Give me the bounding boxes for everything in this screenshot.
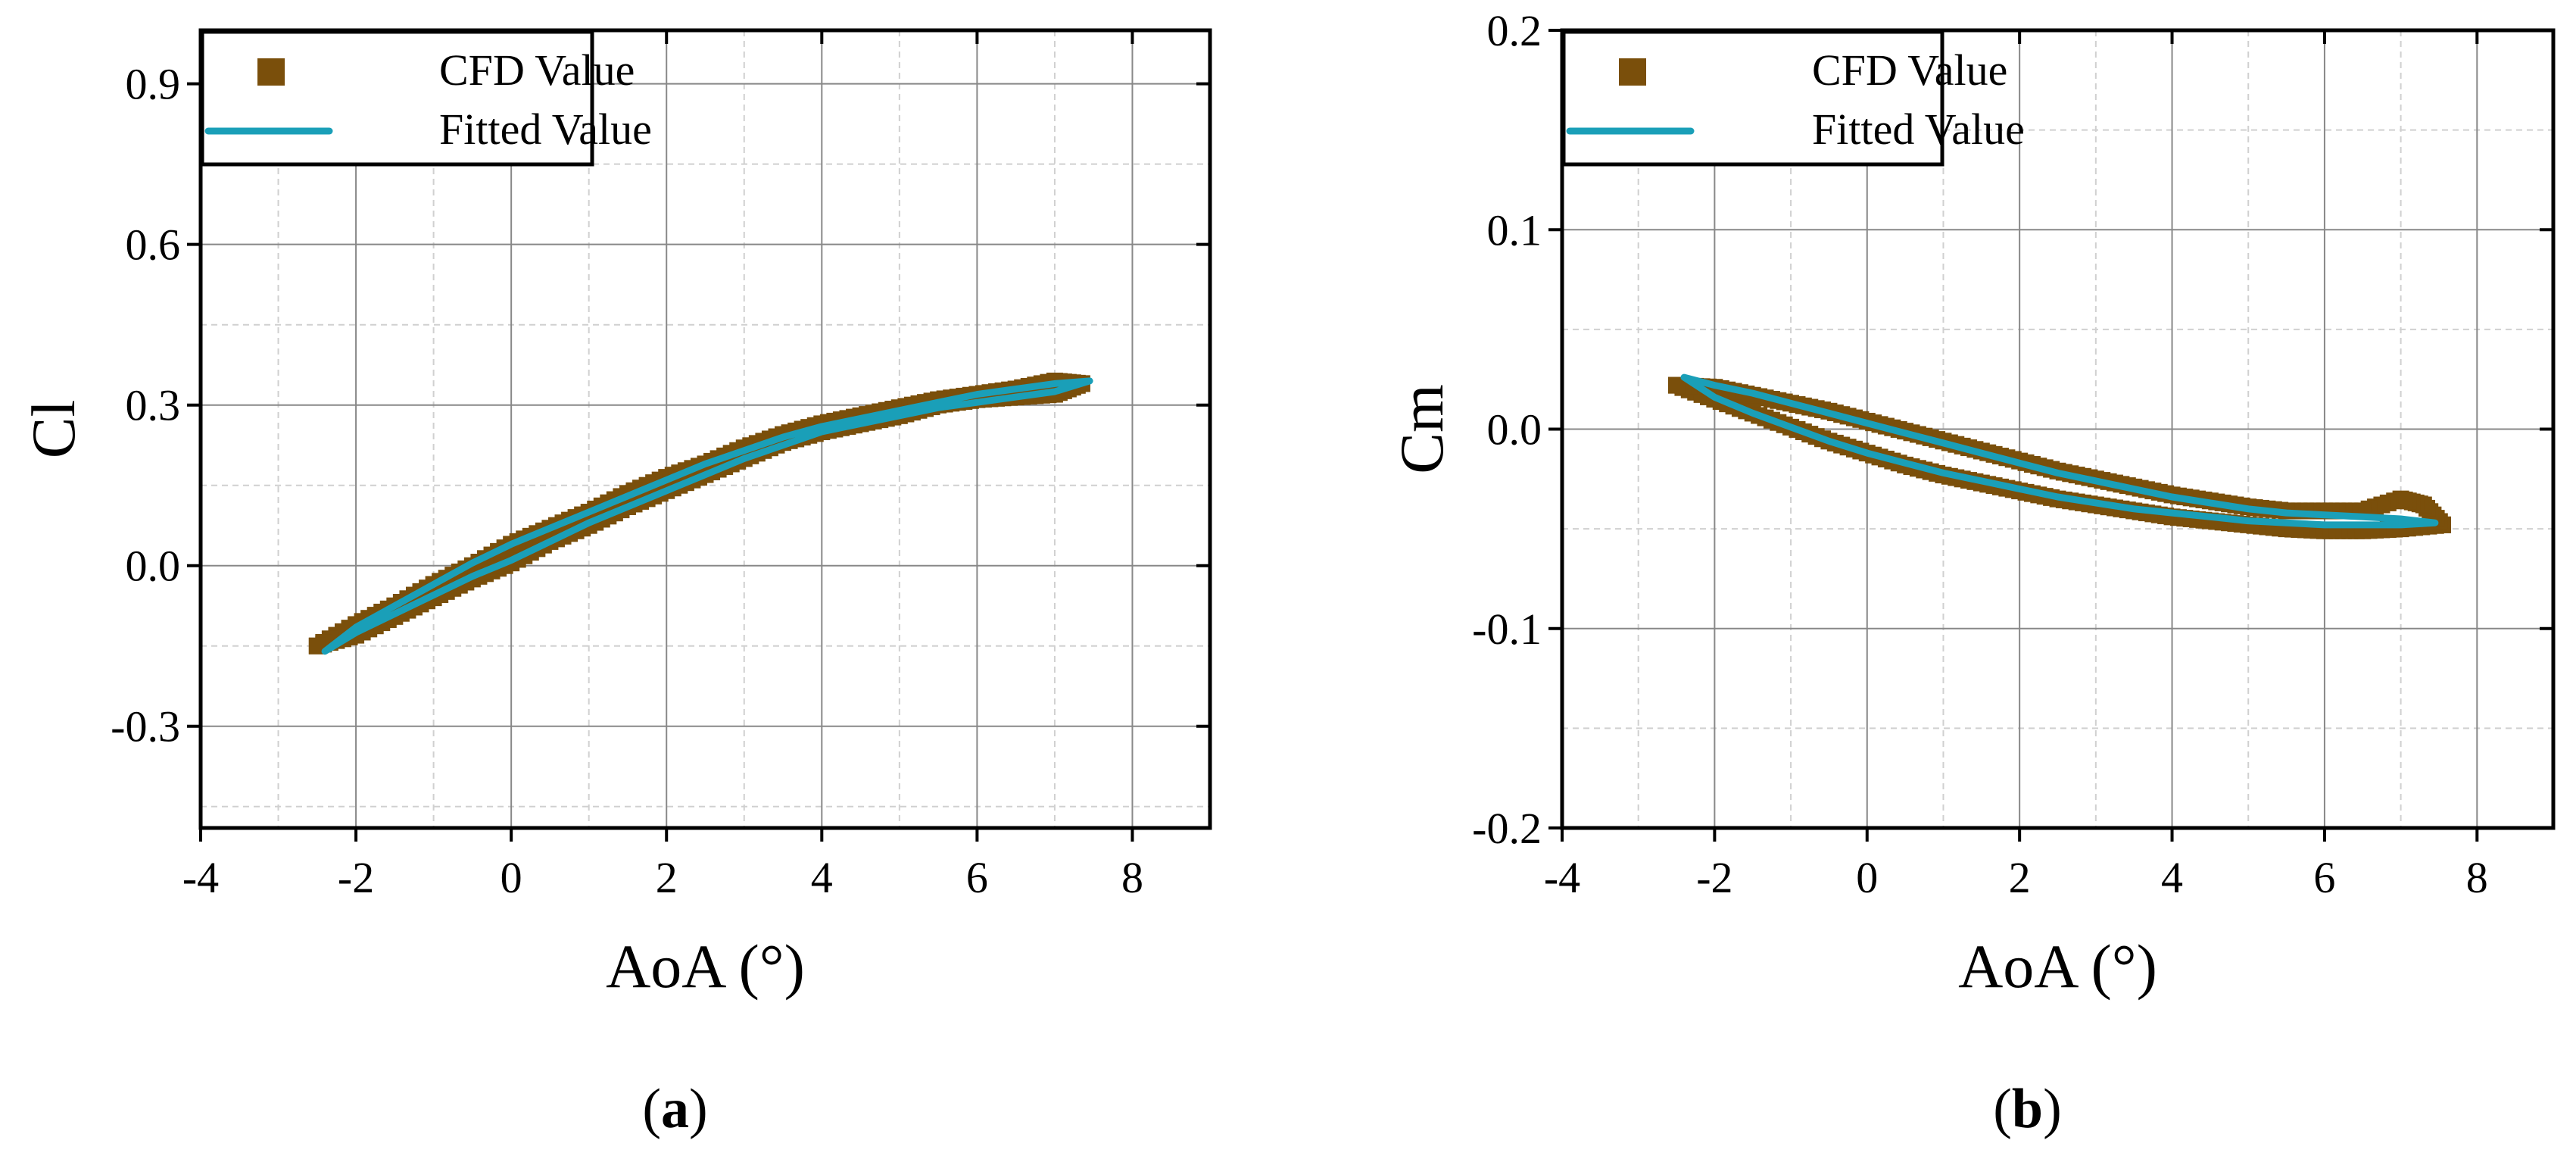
legend-cfd-marker bbox=[257, 58, 285, 86]
legend-box bbox=[200, 30, 594, 167]
x-tick-label: 4 bbox=[2161, 853, 2183, 902]
panel-label-letter: a bbox=[661, 1078, 689, 1140]
cfd-series bbox=[308, 372, 1090, 654]
x-tick-label: 6 bbox=[2313, 853, 2335, 902]
cfd-marker bbox=[1668, 376, 1686, 394]
x-tick-label: 0 bbox=[501, 853, 522, 902]
panel-label-letter: b bbox=[2012, 1078, 2043, 1140]
legend-label-fitted: Fitted Value bbox=[439, 105, 652, 154]
fitted-line bbox=[321, 377, 1093, 655]
x-tick-label: 2 bbox=[656, 853, 678, 902]
legend-label-cfd: CFD Value bbox=[439, 45, 635, 95]
y-axis-label: Cl bbox=[19, 400, 88, 458]
x-tick-label: 8 bbox=[1121, 853, 1143, 902]
y-tick-label: 0.1 bbox=[1487, 205, 1542, 255]
chart-panel-a: -4 -2 0 2 4 6 8 -0.3 0.0 0.3 0.6 0.9 AoA (°) Cl CFD Va… bbox=[19, 28, 1212, 1140]
legend-cfd-marker bbox=[1619, 58, 1646, 86]
y-tick-label: -0.3 bbox=[111, 702, 180, 751]
x-tick-label: 4 bbox=[811, 853, 833, 902]
y-tick-label: 0.6 bbox=[126, 220, 181, 270]
legend-label-fitted: Fitted Value bbox=[1812, 105, 2025, 154]
x-tick-label: -4 bbox=[182, 853, 219, 902]
legend-label-cfd: CFD Value bbox=[1812, 45, 2007, 95]
y-tick-label: 0.3 bbox=[126, 381, 181, 430]
y-tick-label: 0.9 bbox=[126, 60, 181, 109]
x-axis-label: AoA (°) bbox=[1958, 932, 2157, 1001]
fitted-line bbox=[1680, 373, 2439, 529]
x-tick-label: -2 bbox=[338, 853, 374, 902]
legend-box bbox=[1561, 30, 1944, 167]
y-tick-label: 0.0 bbox=[1487, 405, 1542, 455]
y-tick-label: -0.2 bbox=[1472, 804, 1542, 853]
cfd-marker bbox=[308, 637, 326, 654]
x-tick-label: 6 bbox=[966, 853, 988, 902]
x-tick-label: -4 bbox=[1544, 853, 1580, 902]
chart-panel-b: -4 -2 0 2 4 6 8 -0.2 -0.1 0.0 0.1 0.2 AoA (°) Cm CFD V… bbox=[1387, 6, 2556, 1140]
panel-label: (a) bbox=[642, 1078, 707, 1140]
x-tick-label: 8 bbox=[2466, 853, 2488, 902]
plot-frame bbox=[198, 28, 1212, 830]
legend: CFD Value Fitted Value bbox=[200, 30, 652, 167]
y-tick-label: 0.0 bbox=[126, 542, 181, 591]
panel-label: (b) bbox=[1993, 1078, 2061, 1140]
x-axis-label: AoA (°) bbox=[606, 932, 805, 1001]
x-tick-label: 0 bbox=[1856, 853, 1878, 902]
y-axis-label: Cm bbox=[1387, 384, 1456, 473]
x-tick-label: -2 bbox=[1696, 853, 1732, 902]
x-tick-label: 2 bbox=[2009, 853, 2031, 902]
legend: CFD Value Fitted Value bbox=[1561, 30, 2025, 167]
y-tick-label: 0.2 bbox=[1487, 6, 1542, 55]
y-tick-label: -0.1 bbox=[1472, 604, 1542, 654]
